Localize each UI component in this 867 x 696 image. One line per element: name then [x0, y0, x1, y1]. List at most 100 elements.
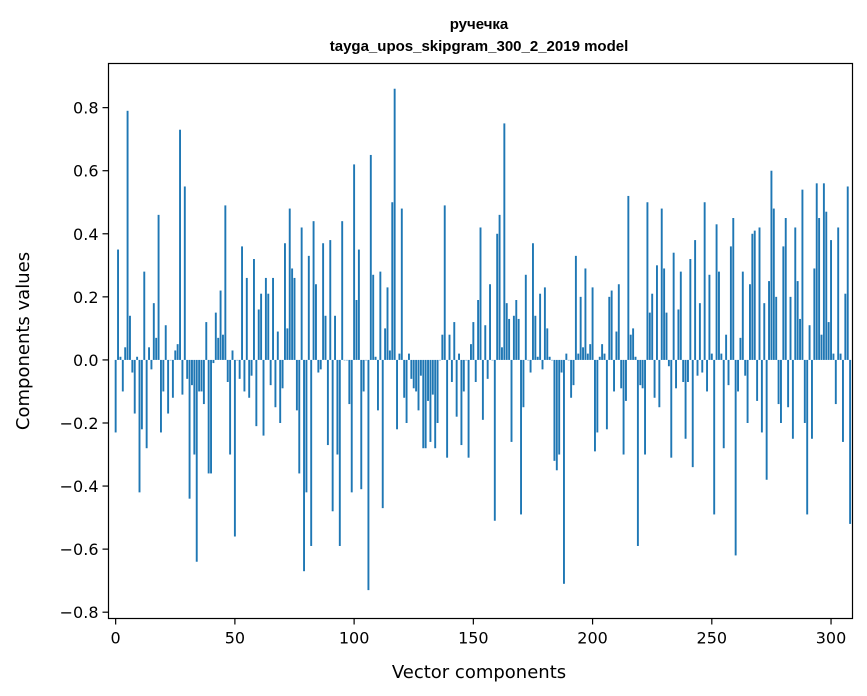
bar — [775, 296, 778, 360]
bar — [698, 303, 701, 360]
bar — [226, 359, 229, 382]
x-tick-label: 0 — [111, 629, 121, 648]
bar — [315, 284, 317, 360]
bar — [579, 296, 582, 360]
bar — [629, 334, 632, 360]
bar — [684, 359, 687, 439]
bar — [634, 356, 637, 360]
x-tick-label: 100 — [339, 629, 370, 648]
bar — [811, 359, 813, 439]
bar — [179, 129, 181, 360]
bar — [696, 359, 699, 376]
bar — [560, 359, 563, 373]
bar — [727, 359, 730, 386]
bar — [613, 359, 615, 392]
bar — [591, 287, 594, 360]
bar — [183, 186, 186, 360]
bar — [331, 359, 334, 512]
bar — [830, 240, 832, 360]
bar — [512, 315, 515, 360]
bar — [644, 359, 646, 455]
bar — [787, 359, 790, 408]
bar — [780, 359, 782, 423]
bar — [648, 312, 651, 360]
bar — [522, 359, 525, 408]
bar — [448, 334, 451, 360]
bar — [334, 315, 336, 360]
x-tick-label: 300 — [816, 629, 847, 648]
bar — [195, 359, 198, 562]
bar — [820, 334, 823, 360]
bar — [803, 359, 806, 423]
bar — [143, 271, 146, 360]
bar — [534, 315, 537, 360]
bar — [679, 271, 682, 360]
bar — [243, 359, 246, 392]
bar — [131, 359, 134, 373]
bar — [307, 255, 310, 360]
bar — [121, 359, 124, 392]
bar — [806, 359, 809, 515]
bar — [729, 246, 732, 360]
bar — [687, 359, 689, 382]
bar — [300, 227, 303, 360]
bar — [117, 249, 119, 360]
bar — [238, 359, 241, 379]
bar — [720, 353, 723, 360]
bar — [260, 293, 263, 360]
bar — [248, 359, 251, 398]
bar — [446, 359, 449, 458]
bar — [405, 359, 408, 423]
bar — [305, 359, 308, 493]
bar — [458, 353, 460, 360]
bar — [510, 359, 513, 442]
bar — [815, 183, 818, 360]
bar — [713, 359, 716, 515]
bar — [467, 359, 470, 458]
bar — [422, 359, 425, 449]
bar — [543, 287, 546, 360]
bar — [174, 350, 177, 360]
bar — [844, 293, 847, 360]
bar — [627, 195, 630, 360]
bar — [753, 230, 756, 360]
bar — [291, 268, 294, 360]
bar — [224, 205, 227, 360]
bar — [842, 359, 844, 442]
bar — [396, 359, 398, 430]
bar — [298, 359, 301, 474]
bar — [749, 284, 751, 360]
bar — [734, 359, 737, 556]
bar — [620, 359, 623, 389]
bar — [548, 356, 551, 360]
bar — [429, 359, 432, 442]
bar — [281, 359, 284, 389]
bar — [164, 325, 167, 360]
x-tick-label: 250 — [697, 629, 728, 648]
bar — [400, 208, 403, 360]
bar — [565, 353, 568, 360]
bar — [412, 359, 415, 389]
bar — [846, 186, 849, 360]
bar — [553, 359, 556, 461]
bar — [140, 359, 143, 430]
bar — [570, 359, 573, 398]
bar — [436, 359, 439, 423]
bar — [288, 208, 291, 360]
bar — [782, 246, 785, 360]
bar — [486, 359, 489, 379]
bar — [653, 359, 656, 398]
bar — [772, 208, 775, 360]
bar — [777, 359, 780, 405]
bar — [794, 227, 797, 360]
bar — [725, 334, 728, 360]
bar — [245, 277, 248, 360]
bar — [462, 359, 465, 392]
bar — [386, 287, 389, 360]
bar — [682, 359, 685, 382]
bar — [658, 359, 661, 408]
bar — [193, 359, 196, 455]
bar — [751, 233, 754, 360]
bar — [546, 328, 549, 360]
